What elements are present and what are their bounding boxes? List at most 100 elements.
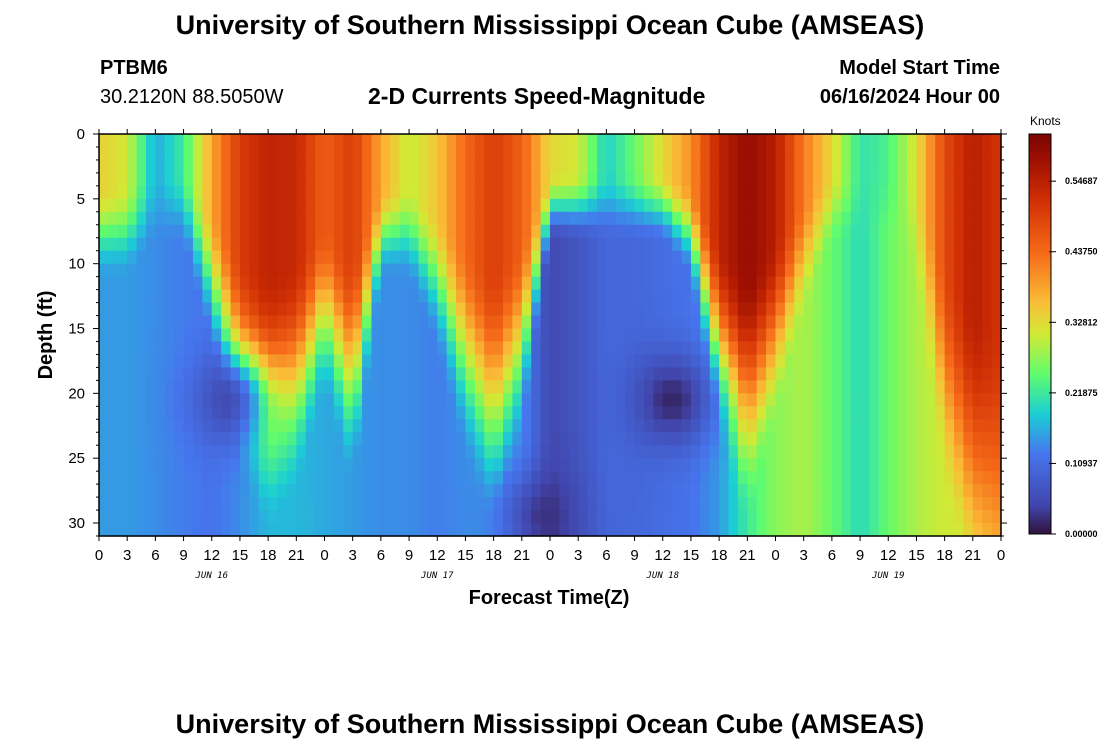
heatmap-cell (813, 406, 824, 420)
heatmap-cell (606, 445, 617, 459)
heatmap-cell (108, 237, 119, 252)
heatmap-cell (860, 250, 871, 265)
heatmap-cell (446, 224, 457, 239)
heatmap-cell (672, 523, 683, 537)
heatmap-cell (728, 393, 739, 407)
heatmap-cell (728, 510, 739, 524)
heatmap-cell (700, 263, 711, 278)
heatmap-cell (418, 367, 429, 381)
heatmap-cell (296, 302, 307, 317)
heatmap-cell (831, 471, 842, 485)
heatmap-cell (258, 432, 269, 446)
heatmap-cell (606, 341, 617, 356)
heatmap-cell (409, 523, 420, 537)
heatmap-cell (221, 484, 232, 498)
heatmap-cell (202, 523, 213, 537)
heatmap-cell (503, 276, 514, 291)
heatmap-cell (390, 380, 401, 394)
heatmap-cell (728, 445, 739, 459)
heatmap-cell (925, 159, 936, 174)
heatmap-cell (399, 523, 410, 537)
heatmap-cell (221, 523, 232, 537)
heatmap-cell (935, 328, 946, 343)
heatmap-cell (681, 263, 692, 278)
heatmap-cell (719, 302, 730, 317)
heatmap-cell (305, 510, 316, 524)
heatmap-cell (399, 224, 410, 239)
heatmap-cell (634, 523, 645, 537)
heatmap-cell (390, 263, 401, 278)
heatmap-cell (747, 380, 758, 394)
heatmap-cell (653, 211, 664, 226)
heatmap-cell (944, 510, 955, 524)
heatmap-cell (521, 185, 532, 200)
heatmap-cell (512, 484, 523, 498)
heatmap-cell (145, 419, 156, 433)
heatmap-cell (643, 134, 654, 148)
heatmap-cell (503, 172, 514, 187)
heatmap-cell (456, 380, 467, 394)
heatmap-cell (550, 146, 560, 161)
heatmap-cell (512, 185, 523, 200)
heatmap-cell (587, 172, 598, 187)
x-tick-label: 0 (95, 547, 103, 564)
heatmap-cell (230, 159, 241, 174)
heatmap-cell (860, 237, 871, 252)
heatmap-cell (925, 146, 936, 161)
heatmap-cell (596, 497, 607, 511)
heatmap-cell (315, 471, 326, 485)
heatmap-cell (324, 289, 335, 304)
heatmap-cell (221, 172, 232, 187)
heatmap-cell (794, 159, 805, 174)
heatmap-cell (474, 367, 485, 381)
heatmap-cell (324, 237, 335, 252)
heatmap-cell (615, 445, 626, 459)
heatmap-cell (174, 263, 185, 278)
heatmap-cell (474, 263, 485, 278)
heatmap-cell (268, 510, 279, 524)
heatmap-cell (681, 276, 692, 291)
heatmap-cell (841, 484, 852, 498)
heatmap-cell (192, 380, 203, 394)
heatmap-cell (296, 185, 307, 200)
heatmap-cell (221, 367, 232, 381)
heatmap-cell (531, 484, 542, 498)
heatmap-cell (568, 380, 579, 394)
heatmap-cell (258, 354, 269, 369)
heatmap-cell (822, 198, 833, 213)
heatmap-cell (117, 497, 128, 511)
heatmap-cell (615, 134, 626, 148)
heatmap-cell (681, 185, 692, 200)
heatmap-cell (916, 211, 927, 226)
heatmap-cell (747, 237, 758, 252)
heatmap-cell (822, 211, 833, 226)
heatmap-cell (700, 302, 711, 317)
heatmap-cell (239, 445, 250, 459)
heatmap-cell (343, 471, 354, 485)
heatmap-cell (390, 289, 401, 304)
heatmap-cell (681, 341, 692, 356)
heatmap-cell (813, 341, 824, 356)
heatmap-cell (390, 250, 401, 265)
heatmap-cell (362, 367, 373, 381)
heatmap-cell (333, 523, 344, 537)
heatmap-cell (653, 471, 664, 485)
heatmap-cell (662, 159, 673, 174)
heatmap-cell (202, 159, 213, 174)
heatmap-cell (803, 276, 814, 291)
heatmap-cell (907, 445, 918, 459)
heatmap-cell (935, 159, 946, 174)
heatmap-cell (409, 341, 420, 356)
heatmap-cell (409, 134, 420, 148)
heatmap-cell (155, 484, 166, 498)
heatmap-cell (653, 432, 664, 446)
heatmap-cell (916, 497, 927, 511)
heatmap-cell (803, 354, 814, 369)
heatmap-cell (437, 289, 448, 304)
heatmap-cell (192, 523, 203, 537)
heatmap-cell (653, 393, 664, 407)
heatmap-cell (380, 380, 391, 394)
heatmap-cell (568, 302, 579, 317)
heatmap-cell (427, 134, 438, 148)
heatmap-cell (174, 445, 185, 459)
